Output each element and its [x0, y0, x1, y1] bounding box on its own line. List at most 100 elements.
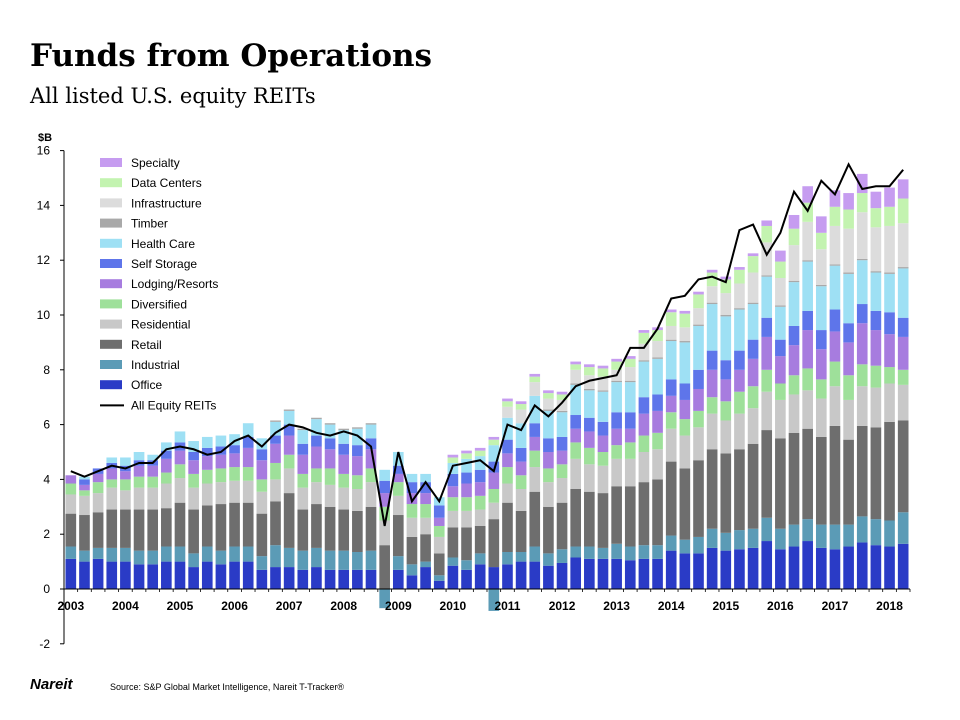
bar-segment-retail: [420, 534, 431, 562]
bar-segment-lodging-resorts: [693, 388, 704, 411]
bar-segment-self-storage: [556, 436, 568, 451]
bar-segment-office: [474, 564, 486, 589]
bar-segment-retail: [529, 491, 541, 547]
bar-segment-residential: [461, 510, 472, 528]
bar-segment-diversified: [870, 365, 882, 388]
bar-segment-office: [693, 553, 704, 589]
bar-segment-lodging-resorts: [256, 460, 268, 480]
bar-segment-infrastructure: [870, 227, 882, 272]
bar-segment-health-care: [188, 441, 199, 452]
legend-swatch: [100, 339, 122, 349]
bar-segment-timber: [297, 428, 309, 431]
bar-segment-industrial: [365, 550, 377, 570]
bar-segment-self-storage: [870, 310, 882, 331]
bar-segment-diversified: [65, 483, 77, 495]
bar-segment-industrial: [147, 550, 159, 565]
bar-segment-industrial: [502, 552, 513, 565]
bar-segment-health-care: [242, 423, 254, 437]
bar-segment-infrastructure: [679, 327, 691, 342]
bar-segment-residential: [556, 478, 568, 503]
bar-segment-industrial: [611, 543, 622, 559]
bar-segment-industrial: [597, 547, 609, 559]
bar-segment-timber: [856, 258, 868, 261]
bar-segment-diversified: [461, 497, 472, 511]
bar-segment-lodging-resorts: [311, 446, 322, 469]
bar-segment-timber: [706, 302, 718, 305]
all-equity-reits-line: [70, 162, 904, 527]
bar-segment-residential: [720, 420, 732, 454]
bar-segment-residential: [802, 390, 813, 429]
bar-segment-timber: [897, 267, 909, 269]
bar-segment-specialty: [856, 173, 868, 194]
bar-segment-retail: [447, 527, 459, 558]
bar-segment-lodging-resorts: [775, 356, 786, 384]
bar-segment-office: [734, 549, 745, 589]
bar-segment-industrial: [788, 524, 800, 547]
bar-segment-data-centers: [624, 358, 636, 368]
bar-segment-self-storage: [693, 369, 704, 389]
bar-segment-diversified: [379, 506, 390, 521]
bar-segment-lodging-resorts: [502, 453, 513, 468]
bar-segment-industrial: [843, 524, 854, 547]
bar-segment-office: [706, 547, 718, 589]
bar-segment-office: [638, 558, 650, 589]
bar-segment-health-care: [624, 382, 636, 413]
bar-segment-health-care: [461, 458, 472, 473]
bar-segment-office: [65, 558, 77, 589]
bar-segment-office: [229, 561, 240, 589]
bar-segment-retail: [352, 510, 363, 553]
bar-segment-office: [106, 561, 118, 589]
bar-segment-residential: [406, 517, 418, 537]
bar-segment-diversified: [433, 525, 445, 537]
bar-segment-office: [884, 546, 895, 589]
bar-segment-lodging-resorts: [229, 453, 240, 468]
bar-segment-office: [570, 557, 582, 589]
bar-segment-lodging-resorts: [802, 330, 813, 369]
bar-segment-self-storage: [215, 446, 227, 455]
bar-segment-residential: [311, 482, 322, 505]
bar-segment-lodging-resorts: [638, 413, 650, 436]
bar-segment-retail: [120, 509, 131, 548]
bar-segment-diversified: [529, 450, 541, 468]
bar-segment-self-storage: [256, 449, 268, 461]
y-tick-label: 0: [43, 582, 50, 596]
bar-segment-retail: [379, 545, 390, 589]
bar-segment-self-storage: [283, 424, 295, 436]
bar-segment-retail: [870, 427, 882, 520]
bar-segment-diversified: [515, 475, 527, 489]
bar-segment-retail: [161, 508, 172, 547]
bar-segment-timber: [311, 417, 322, 420]
bar-segment-industrial: [270, 545, 281, 568]
bar-segment-industrial: [897, 512, 909, 544]
bar-segment-self-storage: [679, 383, 691, 400]
bar-segment-specialty: [884, 187, 895, 207]
bar-segment-timber: [624, 380, 636, 383]
bar-segment-retail: [106, 509, 118, 548]
bar-segment-infrastructure: [529, 382, 541, 396]
bar-segment-retail: [270, 501, 281, 546]
bar-segment-industrial: [420, 561, 431, 568]
bar-segment-retail: [652, 479, 663, 546]
bar-segment-self-storage: [406, 482, 418, 494]
bar-segment-office: [529, 561, 541, 589]
bar-segment-office: [897, 543, 909, 589]
bar-segment-industrial: [870, 519, 882, 546]
bar-segment-diversified: [884, 367, 895, 384]
bar-segment-retail: [638, 482, 650, 546]
bar-segment-diversified: [693, 410, 704, 428]
bar-segment-office: [188, 567, 199, 589]
legend-label: Industrial: [131, 358, 180, 372]
bar-segment-self-storage: [665, 379, 677, 396]
bar-segment-retail: [815, 436, 827, 525]
bar-segment-residential: [447, 510, 459, 528]
bar-segment-specialty: [734, 267, 745, 270]
bar-segment-diversified: [543, 468, 554, 483]
bar-segment-timber: [597, 390, 609, 392]
bar-segment-office: [133, 564, 145, 589]
x-tick-label: 2011: [494, 599, 520, 613]
bar-segment-residential: [106, 487, 118, 510]
bar-segment-lodging-resorts: [65, 475, 77, 484]
bar-segment-office: [665, 550, 677, 589]
bar-segment-timber: [788, 280, 800, 283]
bar-segment-diversified: [133, 476, 145, 488]
